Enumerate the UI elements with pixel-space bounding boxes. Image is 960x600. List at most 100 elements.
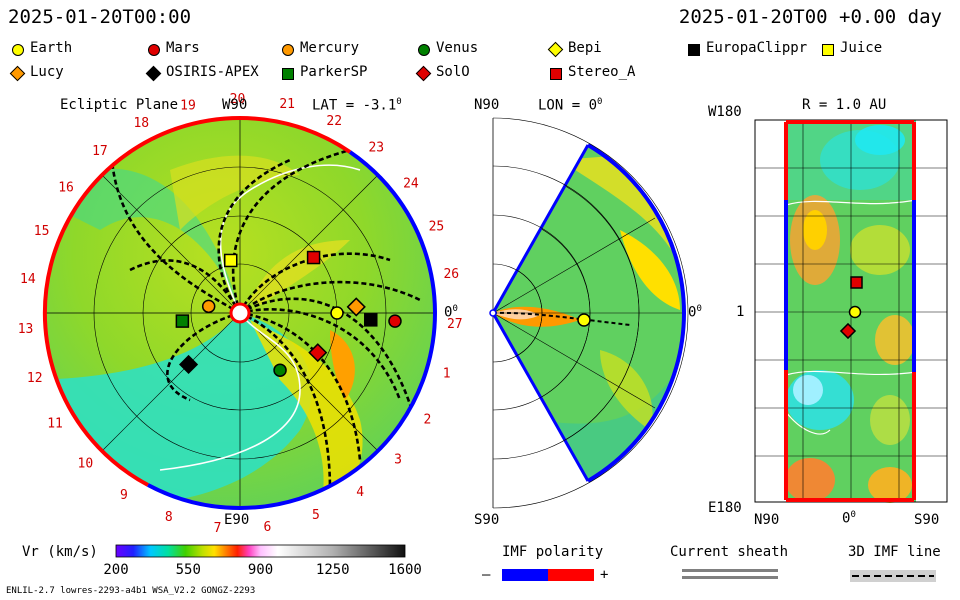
carrington-tick-18: 18: [133, 116, 149, 131]
carrington-tick-5: 5: [312, 508, 320, 523]
colorbar-tick-900: 900: [247, 562, 274, 578]
imf-polarity-label: IMF polarity: [502, 544, 604, 560]
carrington-tick-7: 7: [214, 521, 222, 536]
legend-osiris-apex-label: OSIRIS-APEX: [166, 64, 259, 80]
colorbar-tick-550: 550: [175, 562, 201, 578]
legend-earth-icon: [12, 44, 24, 56]
carrington-tick-11: 11: [47, 417, 63, 432]
ecliptic-mercury-marker: [201, 299, 216, 314]
ecliptic-top-label: W90: [222, 97, 248, 113]
carrington-tick-16: 16: [58, 181, 74, 196]
legend-juice-label: Juice: [840, 40, 883, 56]
colorbar-label: Vr (km/s): [22, 544, 98, 560]
imf-lines: [110, 148, 421, 491]
carrington-tick-2: 2: [424, 412, 432, 427]
carrington-tick-21: 21: [279, 97, 295, 112]
carrington-tick-24: 24: [403, 177, 419, 192]
radial-x-right: S90: [914, 512, 940, 528]
fast-stream-3: [170, 155, 300, 230]
ecliptic-parkersp-marker: [175, 314, 190, 328]
carrington-tick-26: 26: [443, 267, 459, 282]
legend-solo-label: SolO: [436, 64, 470, 80]
ecliptic-panel: 19 20 212223242526271234567891011121314151…: [18, 92, 463, 536]
legend-europaclippr-icon: [688, 44, 700, 56]
carrington-tick-22: 22: [326, 114, 342, 129]
ecliptic-europaclippr-marker: [364, 313, 378, 327]
legend-lucy-label: Lucy: [30, 64, 64, 80]
meridional-top-label: N90: [474, 97, 500, 113]
colorbar-tick-1250: 1250: [315, 562, 350, 578]
legend-venus-label: Venus: [436, 40, 479, 56]
slow-wind-region-2: [45, 168, 240, 313]
legend-stereo_a-icon: [550, 68, 562, 80]
legend-earth-label: Earth: [30, 40, 73, 56]
carrington-tick-15: 15: [34, 224, 50, 239]
meridional-lon: LON = 00: [538, 97, 603, 114]
ecliptic-right-label: 00: [444, 304, 458, 321]
carrington-tick-12: 12: [27, 371, 43, 386]
radial-solo-marker: [839, 322, 857, 340]
carrington-tick-14: 14: [20, 272, 36, 287]
ecliptic-venus-marker: [273, 363, 287, 377]
radial-x-left: N90: [754, 512, 780, 528]
meridional-bottom-label: S90: [474, 512, 500, 528]
ecliptic-earth-marker: [330, 306, 344, 320]
carrington-tick-13: 13: [18, 322, 34, 337]
legend-parkersp-label: ParkerSP: [300, 64, 368, 80]
ecliptic-title: Ecliptic Plane: [60, 97, 179, 113]
radial-earth-marker: [848, 305, 862, 319]
carrington-tick-25: 25: [429, 220, 445, 235]
carrington-tick-23: 23: [368, 141, 384, 156]
ecliptic-juice-marker: [223, 253, 238, 268]
imf-plus: +: [600, 567, 609, 583]
current-sheath-label: Current sheath: [670, 544, 789, 560]
legend-bepi-label: Bepi: [568, 40, 602, 56]
legend-mercury-icon: [282, 44, 294, 56]
legend-juice-icon: [822, 44, 834, 56]
carrington-tick-1: 1: [443, 366, 451, 381]
fast-stream-core: [330, 330, 355, 400]
carrington-tick-8: 8: [165, 510, 173, 525]
meridional-earth-marker: [577, 313, 591, 327]
meridional-right-label: 00: [688, 304, 702, 321]
carrington-tick-10: 10: [78, 456, 94, 471]
legend-parkersp-icon: [282, 68, 294, 80]
radial-stereo-a-marker: [850, 276, 863, 289]
legend-mercury-label: Mercury: [300, 40, 360, 56]
sun-icon: [229, 302, 251, 324]
radial-top-left: W180: [708, 104, 742, 120]
imf-minus: –: [482, 567, 491, 583]
header-time-left: 2025-01-20T00:00: [8, 6, 192, 28]
ecliptic-bodies: [175, 250, 402, 377]
ecliptic-solo-marker: [308, 343, 328, 363]
carrington-tick-labels: 19 20 212223242526271234567891011121314151…: [18, 92, 463, 536]
colorbar: [115, 544, 406, 558]
carrington-tick-3: 3: [394, 453, 402, 468]
imf-negative-swatch: [502, 569, 548, 581]
legend-venus-icon: [418, 44, 430, 56]
legend-europaclippr-label: EuropaClippr: [706, 40, 808, 56]
legend-mars-label: Mars: [166, 40, 200, 56]
imf-positive-swatch: [548, 569, 594, 581]
legend-stereo_a-label: Stereo_A: [568, 64, 636, 80]
radial-bottom-left: E180: [708, 500, 742, 516]
carrington-tick-4: 4: [356, 485, 364, 500]
ecliptic-bottom-label: E90: [224, 512, 250, 528]
ecliptic-stereo_a-marker: [306, 250, 321, 265]
radial-panel: [754, 119, 948, 503]
footer-left: ENLIL-2.7 lowres-2293-a4b1 WSA_V2.2 GONG…: [6, 586, 256, 596]
radial-mid-left: 1: [736, 304, 745, 320]
legend-mars-icon: [148, 44, 160, 56]
carrington-tick-19: 19: [180, 98, 196, 113]
carrington-tick-20: 20: [230, 92, 246, 107]
radial-title: R = 1.0 AU: [802, 97, 887, 113]
ecliptic-lat: LAT = -3.10: [312, 97, 402, 114]
carrington-tick-27: 27: [447, 317, 463, 332]
carrington-tick-6: 6: [264, 520, 272, 535]
ecliptic-osiris-apex-marker: [179, 354, 199, 374]
radial-x-mid: 00: [842, 510, 856, 527]
imf-line-label: 3D IMF line: [848, 544, 941, 560]
colorbar-tick-200: 200: [103, 562, 129, 578]
carrington-tick-9: 9: [120, 488, 128, 503]
colorbar-tick-1600: 1600: [388, 562, 422, 578]
